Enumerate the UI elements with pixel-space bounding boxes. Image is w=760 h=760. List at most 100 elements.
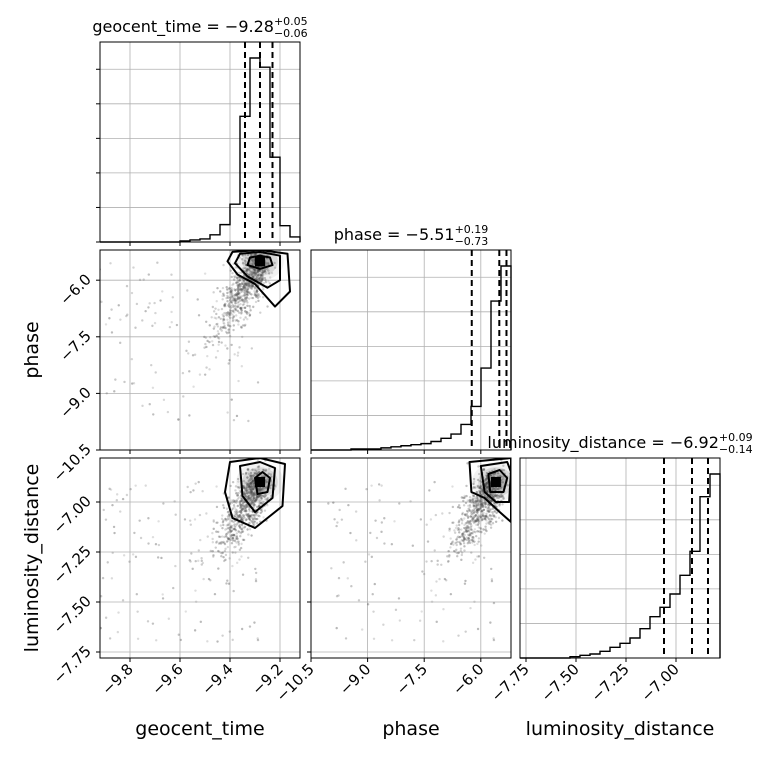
sample-point — [493, 468, 496, 471]
sample-point — [257, 488, 260, 492]
sample-point — [231, 318, 235, 321]
sample-point — [247, 485, 250, 488]
sample-point — [449, 546, 452, 549]
sample-point — [453, 550, 457, 553]
sample-point — [243, 509, 247, 513]
sample-point — [484, 501, 488, 504]
sample-point — [239, 500, 243, 503]
sample-point — [258, 489, 261, 493]
sample-point — [482, 492, 485, 495]
sample-point — [222, 318, 226, 321]
sample-point — [211, 343, 215, 347]
sample-point — [475, 519, 478, 523]
sample-point — [222, 506, 226, 509]
sample-point — [475, 519, 478, 522]
sample-point — [108, 317, 111, 320]
sample-point — [466, 499, 469, 502]
sample-point — [483, 501, 487, 504]
sample-point — [242, 285, 245, 289]
sample-point — [466, 529, 470, 532]
sample-point — [490, 523, 493, 527]
sample-point — [470, 519, 473, 522]
sample-point — [483, 517, 487, 520]
sample-point — [244, 518, 248, 522]
sample-point — [235, 280, 239, 284]
x-axis-label-phase: phase — [382, 718, 439, 740]
sample-point — [260, 278, 264, 282]
sample-point — [369, 531, 372, 535]
sample-point — [249, 474, 252, 478]
sample-point — [232, 275, 236, 278]
sample-point — [264, 485, 268, 488]
sample-point — [259, 489, 263, 492]
sample-point — [479, 506, 483, 509]
sample-point — [189, 523, 193, 526]
sample-point — [209, 579, 212, 582]
sample-point — [475, 504, 479, 507]
sample-point — [470, 538, 473, 541]
sample-point — [482, 453, 484, 455]
sample-point — [257, 277, 261, 280]
sample-point — [253, 621, 256, 624]
sample-point — [258, 514, 261, 518]
sample-point — [216, 322, 219, 326]
sample-point — [161, 593, 164, 596]
sample-point — [236, 351, 240, 354]
sample-point — [230, 526, 233, 529]
sample-point — [485, 485, 489, 488]
sample-point — [232, 520, 235, 524]
sample-point — [197, 314, 201, 317]
sample-point — [226, 523, 230, 527]
sample-point — [489, 510, 492, 513]
sample-point — [238, 514, 241, 517]
sample-point — [357, 599, 361, 602]
sample-point — [245, 293, 248, 296]
sample-point — [481, 502, 484, 506]
sample-point — [213, 592, 217, 596]
sample-point — [447, 549, 450, 553]
sample-point — [249, 481, 252, 485]
sample-point — [257, 299, 260, 303]
sample-point — [467, 533, 470, 537]
sample-point — [267, 269, 270, 272]
sample-point — [236, 309, 239, 313]
scatter-panel-phase-luminosity_distance — [307, 453, 512, 662]
sample-point — [479, 498, 482, 502]
sample-point — [264, 280, 268, 284]
sample-point — [147, 273, 151, 276]
sample-point — [470, 538, 474, 542]
sample-point — [170, 320, 173, 324]
sample-point — [225, 507, 229, 510]
sample-point — [380, 484, 383, 487]
sample-point — [230, 534, 233, 537]
sample-point — [247, 286, 250, 289]
sample-point — [267, 272, 271, 275]
sample-point — [256, 270, 260, 274]
sample-point — [227, 537, 230, 541]
sample-point — [254, 268, 257, 272]
sample-point — [121, 599, 125, 602]
sample-point — [426, 540, 430, 543]
sample-point — [442, 640, 445, 643]
sample-point — [218, 541, 221, 545]
sample-point — [229, 530, 233, 533]
sample-point — [229, 297, 232, 300]
sample-point — [266, 498, 269, 501]
sample-point — [259, 275, 263, 278]
sample-point — [225, 532, 228, 536]
sample-point — [256, 270, 259, 274]
sample-point — [261, 277, 264, 280]
sample-point — [249, 514, 253, 517]
sample-point — [246, 492, 249, 495]
sample-point — [501, 503, 504, 506]
sample-point — [422, 572, 426, 576]
sample-point — [485, 515, 488, 518]
y-axis-label-luminosity_distance: luminosity_distance — [21, 464, 43, 653]
sample-point — [443, 577, 447, 581]
sample-point — [258, 279, 261, 282]
sample-point — [266, 244, 268, 246]
sample-point — [166, 410, 170, 414]
sample-point — [254, 497, 258, 500]
sample-point — [162, 398, 166, 402]
sample-point — [251, 521, 254, 524]
